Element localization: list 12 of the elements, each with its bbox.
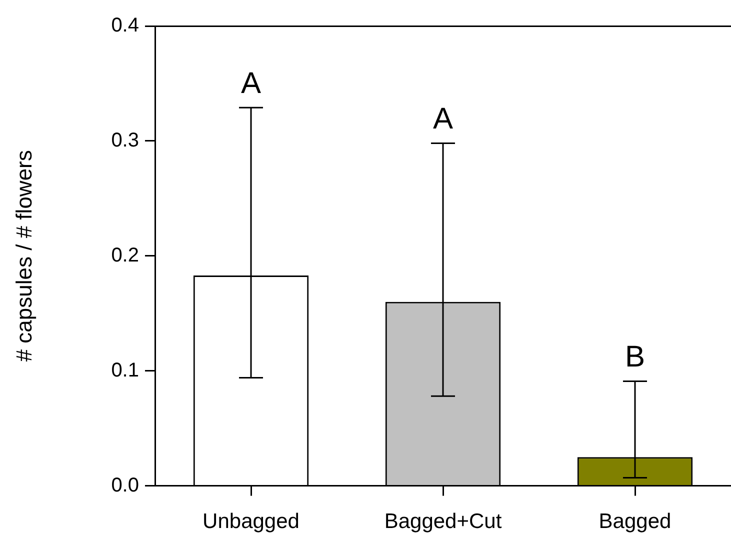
y-tick-label: 0.1 xyxy=(111,359,139,382)
y-tick-label: 0.3 xyxy=(111,129,139,152)
y-tick-label: 0.4 xyxy=(111,14,139,37)
x-tick-label: Bagged xyxy=(598,510,672,534)
annotation: A xyxy=(432,102,454,136)
x-tick-label: Bagged+Cut xyxy=(384,510,502,534)
y-axis-title: # capsules / # flowers xyxy=(11,150,36,362)
y-tick-label: 0.2 xyxy=(111,244,139,266)
x-tick-label: Unbagged xyxy=(202,510,300,534)
annotation: B xyxy=(624,340,646,374)
y-tick-label: 0.0 xyxy=(111,474,139,496)
annotation: A xyxy=(240,66,262,100)
